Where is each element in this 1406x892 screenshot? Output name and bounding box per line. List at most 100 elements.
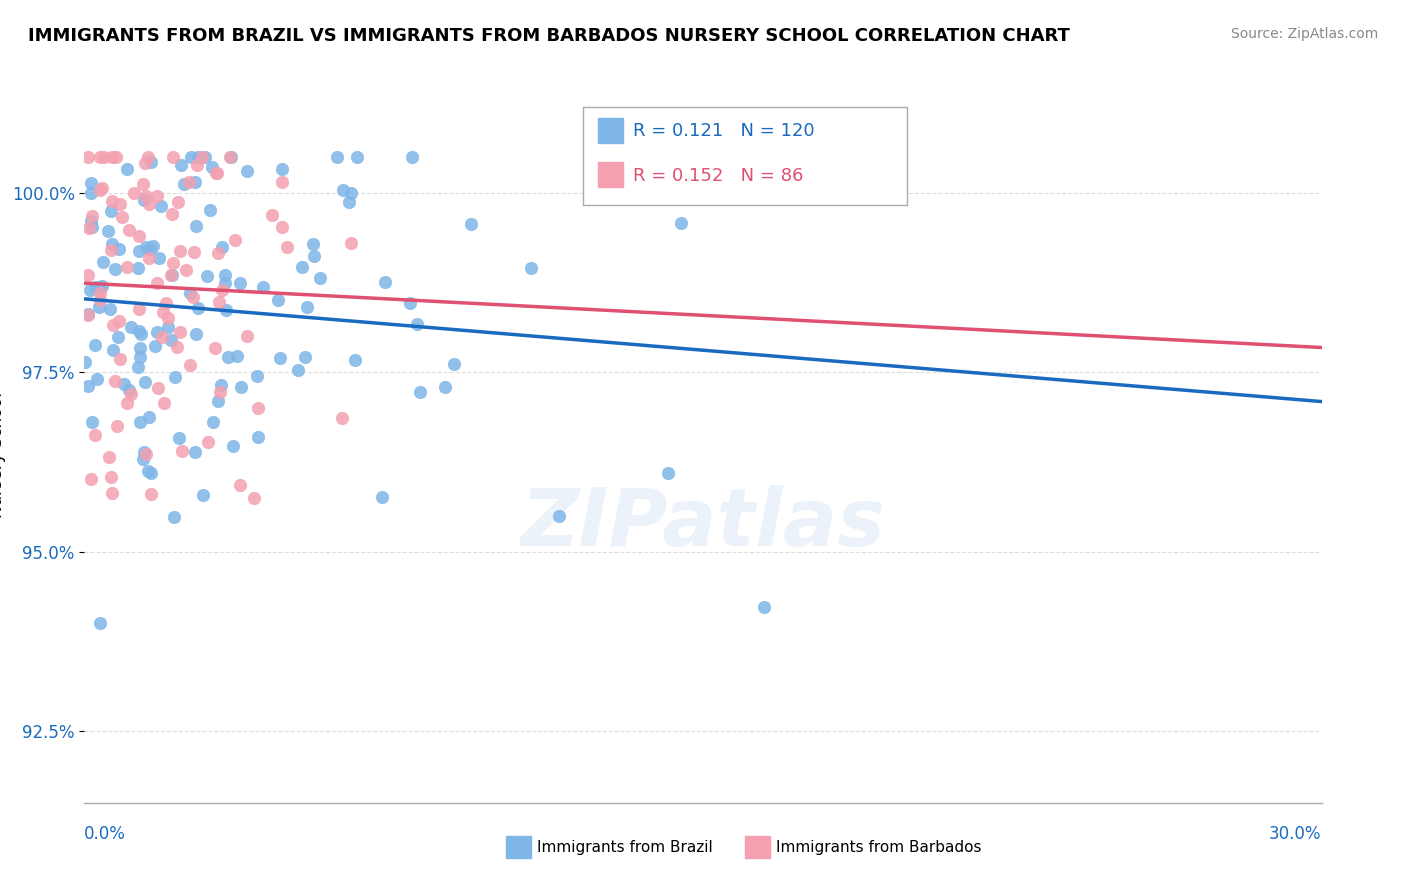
Point xyxy=(184,445,207,459)
Point xyxy=(169,325,191,339)
Point xyxy=(211,283,233,297)
Text: R = 0.121   N = 120: R = 0.121 N = 120 xyxy=(633,122,814,140)
Point xyxy=(247,401,270,415)
Y-axis label: Nursery School: Nursery School xyxy=(0,392,6,518)
Point xyxy=(107,242,129,256)
Point xyxy=(409,384,432,399)
Point xyxy=(105,150,128,164)
Point xyxy=(101,237,124,252)
Point xyxy=(128,350,150,364)
Point xyxy=(75,355,97,369)
Text: R = 0.152   N = 86: R = 0.152 N = 86 xyxy=(633,167,803,185)
Point xyxy=(146,381,169,395)
Point xyxy=(153,396,176,410)
Point xyxy=(330,411,353,425)
Point xyxy=(170,443,193,458)
Point xyxy=(127,359,149,374)
Point xyxy=(118,383,141,397)
Point xyxy=(163,510,186,524)
Point xyxy=(197,435,219,450)
Point xyxy=(139,487,162,501)
Point xyxy=(406,317,429,331)
Point xyxy=(76,378,98,392)
Point xyxy=(134,156,156,170)
Point xyxy=(100,244,122,258)
Point xyxy=(83,280,105,294)
Text: IMMIGRANTS FROM BRAZIL VS IMMIGRANTS FROM BARBADOS NURSERY SCHOOL CORRELATION CH: IMMIGRANTS FROM BRAZIL VS IMMIGRANTS FRO… xyxy=(28,27,1070,45)
Point xyxy=(304,249,326,263)
Point xyxy=(82,209,104,223)
Point xyxy=(135,240,157,254)
Point xyxy=(100,194,122,208)
Point xyxy=(267,293,290,307)
Point xyxy=(271,162,294,177)
Point xyxy=(89,293,111,307)
Point xyxy=(145,325,167,339)
Point xyxy=(112,376,135,391)
Point xyxy=(156,320,179,334)
Point xyxy=(128,301,150,316)
Point xyxy=(184,327,207,342)
Point xyxy=(79,472,101,486)
Point xyxy=(115,396,138,410)
Point xyxy=(90,181,112,195)
Point xyxy=(401,150,423,164)
Point xyxy=(547,509,569,524)
Point xyxy=(138,251,160,265)
Point xyxy=(139,242,162,256)
Point xyxy=(269,351,291,365)
Point xyxy=(186,158,208,172)
Point xyxy=(84,428,107,442)
Point xyxy=(128,228,150,243)
Point xyxy=(76,150,98,164)
Point xyxy=(246,369,269,384)
Point xyxy=(104,262,127,277)
Point xyxy=(187,150,209,164)
Point xyxy=(138,409,160,424)
Point xyxy=(460,217,482,231)
Point xyxy=(146,189,169,203)
Point xyxy=(301,237,323,252)
Point xyxy=(339,186,361,200)
Point xyxy=(219,150,242,164)
Point xyxy=(183,245,205,260)
Text: 0.0%: 0.0% xyxy=(84,825,127,843)
Point xyxy=(166,341,188,355)
Point xyxy=(86,371,108,385)
Point xyxy=(287,363,309,377)
Point xyxy=(170,158,193,172)
Point xyxy=(139,466,162,480)
Point xyxy=(752,599,775,614)
Point xyxy=(214,268,236,282)
Point xyxy=(195,268,218,283)
Point xyxy=(120,320,142,334)
Point xyxy=(215,302,238,317)
Point xyxy=(207,246,229,260)
Point xyxy=(107,418,129,433)
Point xyxy=(80,415,103,429)
Point xyxy=(174,263,197,277)
Point xyxy=(229,380,252,394)
Point xyxy=(179,175,201,189)
Point xyxy=(191,488,214,502)
Point xyxy=(129,326,152,341)
Point xyxy=(160,333,183,347)
Point xyxy=(271,176,294,190)
Point xyxy=(332,183,354,197)
Point xyxy=(236,163,259,178)
Point xyxy=(262,208,284,222)
Point xyxy=(115,260,138,275)
Point xyxy=(294,351,316,365)
Point xyxy=(276,240,298,254)
Point xyxy=(184,175,207,189)
Point xyxy=(271,219,294,234)
Point xyxy=(214,277,236,291)
Point xyxy=(91,254,114,268)
Point xyxy=(225,349,247,363)
Point xyxy=(156,311,179,326)
Point xyxy=(76,309,98,323)
Point xyxy=(181,290,204,304)
Text: Immigrants from Brazil: Immigrants from Brazil xyxy=(537,840,713,855)
Point xyxy=(89,615,111,630)
Point xyxy=(163,370,186,384)
